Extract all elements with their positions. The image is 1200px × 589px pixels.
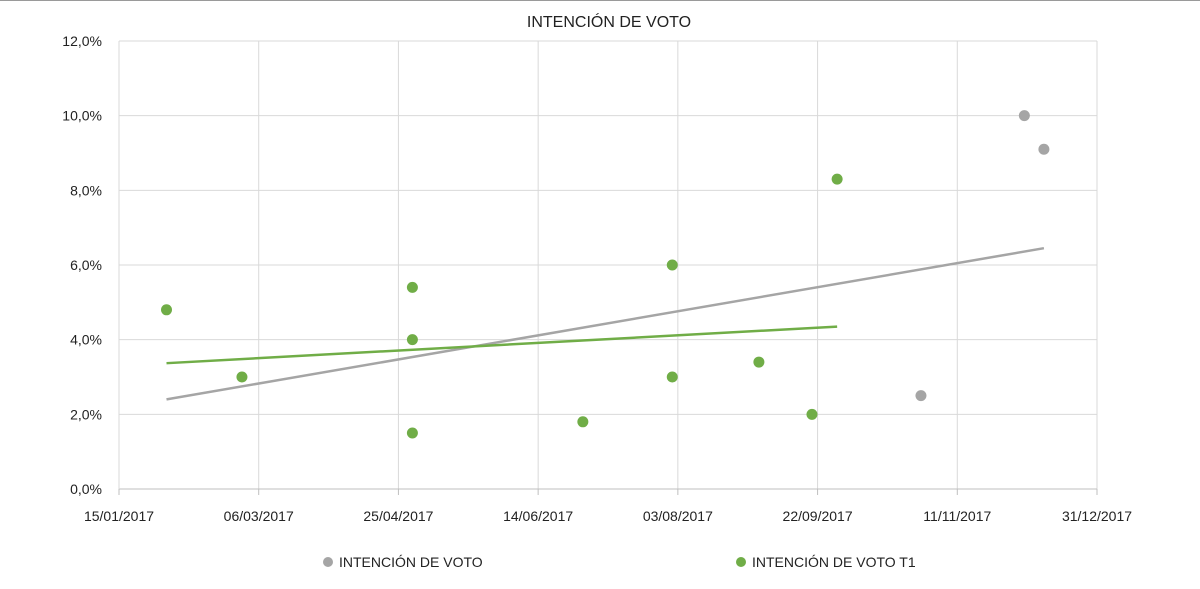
data-points	[161, 110, 1050, 439]
trendlines	[166, 246, 1045, 401]
data-point-series-2	[406, 334, 418, 346]
x-tick-label: 15/01/2017	[84, 508, 154, 524]
trendline-series-2	[166, 325, 838, 365]
legend-label-series-2: INTENCIÓN DE VOTO T1	[752, 554, 916, 570]
legend-marker-series-2	[736, 557, 746, 567]
y-tick-label: 6,0%	[70, 257, 102, 273]
axes: 0,0% 2,0% 4,0% 6,0% 8,0% 10,0% 12,0% 15/01/2017…	[62, 33, 1132, 524]
data-point-series-2	[236, 371, 248, 383]
x-tick-label: 31/12/2017	[1062, 508, 1132, 524]
legend: INTENCIÓN DE VOTO INTENCIÓN DE VOTO T1	[323, 554, 916, 570]
y-tick-label: 2,0%	[70, 406, 102, 422]
data-point-series-1	[915, 390, 927, 402]
legend-label-series-1: INTENCIÓN DE VOTO	[339, 554, 483, 570]
data-point-series-2	[666, 259, 678, 271]
x-tick-label: 25/04/2017	[363, 508, 433, 524]
data-point-series-1	[1018, 110, 1030, 122]
data-point-series-1	[1038, 143, 1050, 155]
data-point-series-2	[406, 427, 418, 439]
y-tick-label: 4,0%	[70, 332, 102, 348]
data-point-series-2	[577, 416, 589, 428]
top-border	[0, 0, 1200, 1]
data-point-series-2	[406, 281, 418, 293]
chart-title: INTENCIÓN DE VOTO	[527, 12, 691, 31]
y-tick-label: 0,0%	[70, 481, 102, 497]
legend-marker-series-1	[323, 557, 333, 567]
trendline-series-1	[166, 246, 1045, 401]
data-point-series-2	[666, 371, 678, 383]
y-tick-label: 12,0%	[62, 33, 102, 49]
x-tick-label: 11/11/2017	[923, 508, 991, 524]
data-point-series-2	[161, 304, 173, 316]
data-point-series-2	[753, 356, 765, 368]
x-tick-label: 06/03/2017	[224, 508, 294, 524]
x-tick-label: 03/08/2017	[643, 508, 713, 524]
y-tick-label: 8,0%	[70, 182, 102, 198]
data-point-series-2	[806, 408, 818, 420]
grid	[119, 40, 1098, 489]
y-tick-label: 10,0%	[62, 108, 102, 124]
x-tick-label: 14/06/2017	[503, 508, 573, 524]
x-tick-label: 22/09/2017	[783, 508, 853, 524]
data-point-series-2	[831, 173, 843, 185]
